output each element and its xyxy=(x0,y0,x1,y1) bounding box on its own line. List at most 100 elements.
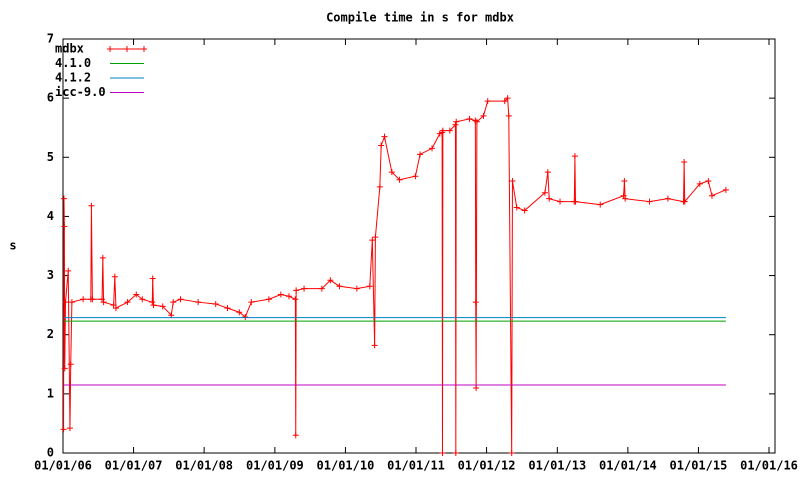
marker xyxy=(111,273,118,280)
marker xyxy=(484,98,491,105)
marker xyxy=(60,195,67,202)
marker xyxy=(473,384,480,391)
marker xyxy=(504,95,511,102)
plot-frame xyxy=(62,38,776,454)
y-tick-label: 5 xyxy=(47,150,54,164)
marker xyxy=(439,127,446,134)
marker xyxy=(466,115,473,122)
marker xyxy=(621,177,628,184)
marker xyxy=(149,299,156,306)
marker xyxy=(501,98,508,105)
chart-title: Compile time in s for mdbx xyxy=(326,11,514,25)
marker xyxy=(292,296,299,303)
marker xyxy=(722,186,729,193)
marker xyxy=(705,177,712,184)
marker xyxy=(378,142,385,149)
marker xyxy=(224,305,231,312)
marker xyxy=(149,275,156,282)
marker xyxy=(67,361,74,368)
marker xyxy=(473,118,480,125)
marker xyxy=(372,234,379,241)
marker xyxy=(505,112,512,119)
marker xyxy=(452,450,459,456)
marker xyxy=(376,183,383,190)
marker xyxy=(293,287,300,294)
marker xyxy=(336,283,343,290)
marker xyxy=(446,127,453,134)
marker xyxy=(472,299,479,306)
marker xyxy=(124,299,131,306)
marker xyxy=(301,285,308,292)
marker xyxy=(571,153,578,160)
marker xyxy=(277,291,284,298)
marker xyxy=(133,291,140,298)
marker xyxy=(62,299,69,306)
marker xyxy=(68,299,75,306)
marker xyxy=(439,450,446,456)
marker xyxy=(170,299,177,306)
marker xyxy=(417,151,424,158)
marker xyxy=(366,283,373,290)
y-tick-label: 7 xyxy=(47,32,54,46)
marker xyxy=(381,133,388,140)
marker xyxy=(521,207,528,214)
marker xyxy=(265,296,272,303)
marker xyxy=(292,432,299,439)
marker xyxy=(80,296,87,303)
marker xyxy=(622,195,629,202)
x-tick-label: 01/01/08 xyxy=(175,459,233,473)
marker xyxy=(212,300,219,307)
x-tick-label: 01/01/11 xyxy=(387,459,445,473)
marker xyxy=(388,169,395,176)
x-tick-label: 01/01/06 xyxy=(34,459,92,473)
marker xyxy=(396,176,403,183)
marker xyxy=(572,198,579,205)
x-tick-label: 01/01/14 xyxy=(599,459,657,473)
marker xyxy=(99,254,106,261)
x-tick-label: 01/01/15 xyxy=(670,459,728,473)
x-tick-label: 01/01/13 xyxy=(528,459,586,473)
legend-marker xyxy=(107,46,113,52)
marker xyxy=(150,302,157,309)
y-tick-label: 6 xyxy=(47,91,54,105)
marker xyxy=(248,299,255,306)
marker xyxy=(65,267,72,274)
x-tick-label: 01/01/12 xyxy=(458,459,516,473)
marker xyxy=(452,121,459,128)
marker xyxy=(557,198,564,205)
legend-marker xyxy=(124,46,130,52)
marker xyxy=(664,195,671,202)
marker xyxy=(509,177,516,184)
y-tick-label: 3 xyxy=(47,268,54,282)
marker xyxy=(60,426,67,433)
marker xyxy=(61,365,68,372)
marker xyxy=(177,296,184,303)
marker xyxy=(371,342,378,349)
legend-marker xyxy=(141,46,147,52)
marker xyxy=(696,180,703,187)
marker xyxy=(429,145,436,152)
marker xyxy=(681,198,688,205)
marker xyxy=(327,277,334,284)
marker xyxy=(541,189,548,196)
marker xyxy=(646,198,653,205)
marker xyxy=(236,309,243,316)
marker xyxy=(195,299,202,306)
marker xyxy=(546,195,553,202)
marker xyxy=(412,173,419,180)
legend-label: 4.1.0 xyxy=(55,56,91,70)
x-tick-label: 01/01/16 xyxy=(740,459,798,473)
marker xyxy=(61,223,68,230)
marker xyxy=(88,202,95,209)
marker xyxy=(159,303,166,310)
y-tick-label: 1 xyxy=(47,386,54,400)
legend-label: 4.1.2 xyxy=(55,71,91,85)
x-tick-label: 01/01/09 xyxy=(246,459,304,473)
marker xyxy=(369,237,376,244)
marker xyxy=(453,118,460,125)
marker xyxy=(285,293,292,300)
x-tick-label: 01/01/10 xyxy=(317,459,375,473)
legend-label: icc-9.0 xyxy=(55,85,106,99)
